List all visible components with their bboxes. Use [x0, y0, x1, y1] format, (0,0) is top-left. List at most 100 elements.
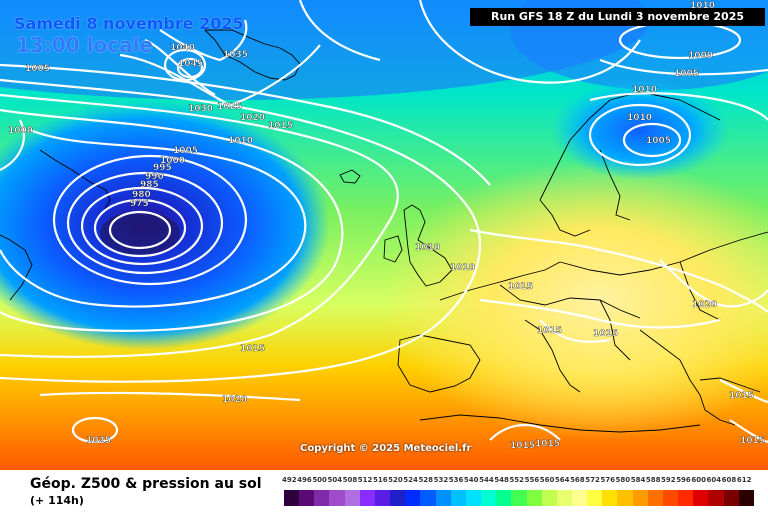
- scale-swatch: [526, 490, 542, 506]
- country-border-3: [599, 299, 631, 361]
- isobar-1010-north: [589, 92, 768, 121]
- map-canvas: 1040 1045 1035 1030 1025 1020 1015 1010 …: [0, 0, 768, 470]
- isobar-label: 1010: [632, 85, 657, 95]
- isobar-label: 980: [132, 190, 151, 200]
- north-africa-coast: [419, 414, 701, 433]
- isobar-label: 1000: [8, 126, 33, 136]
- scale-tick-label: 552: [509, 476, 525, 484]
- isobar-label: 1015: [740, 436, 765, 446]
- isobar-label: 1010: [228, 136, 253, 146]
- iceland: [339, 169, 361, 184]
- isobar-975: [108, 210, 172, 250]
- baltic-coast: [599, 149, 631, 221]
- scale-tick-label: 496: [297, 476, 312, 484]
- scale-tick-label: 588: [645, 476, 661, 484]
- copyright: Copyright © 2025 Meteociel.fr: [300, 443, 472, 454]
- weather-map: 1040 1045 1035 1030 1025 1020 1015 1010 …: [0, 0, 768, 470]
- scandinavia-low-field: [550, 80, 730, 180]
- italy: [524, 319, 581, 393]
- black-sea-coast: [699, 377, 761, 393]
- scale-tick-label: 520: [388, 476, 403, 484]
- scale-swatch: [678, 490, 694, 506]
- isobar-995: [52, 154, 248, 286]
- scale-swatch: [450, 490, 466, 506]
- scale-tick-label: 532: [433, 476, 449, 484]
- isobar-label: 985: [140, 180, 159, 190]
- isobar-label: 1030: [188, 104, 213, 114]
- scale-swatch: [299, 490, 315, 506]
- scale-swatch: [632, 490, 648, 506]
- isobar-north-2: [298, 0, 381, 62]
- greenland: [203, 29, 301, 81]
- anatolia-coast: [699, 394, 736, 426]
- isobar-1025: [119, 44, 321, 107]
- scale-swatch: [723, 490, 739, 506]
- scale-tick-label: 548: [494, 476, 509, 484]
- isobar-labels: 1040 1045 1035 1030 1025 1020 1015 1010 …: [8, 1, 765, 451]
- isobar-1010-scandinavia: [588, 103, 692, 167]
- isobar-label: 1015: [240, 344, 265, 354]
- scale-tick-label: 612: [736, 476, 752, 484]
- scale-bar: [284, 490, 754, 506]
- isobar-label: 1025: [217, 102, 242, 112]
- isobar-label: 1020: [692, 300, 717, 310]
- isobar-label: 1025: [86, 436, 111, 446]
- scale-swatch: [465, 490, 482, 506]
- isobar-label: 1020: [222, 395, 247, 405]
- isobar-label: 1015: [729, 391, 754, 401]
- isobar-1015-europe-2: [479, 298, 721, 329]
- scale-tick-label: 580: [615, 476, 631, 484]
- iberia: [397, 334, 481, 393]
- isobar-label: 1040: [170, 43, 195, 53]
- isobar-1020-south: [39, 391, 301, 402]
- isobar-1025-atlantic: [71, 416, 119, 444]
- isobar-label: 1015: [593, 329, 618, 339]
- baffin-coast: [39, 149, 111, 215]
- isobar-label: 990: [145, 172, 164, 182]
- scale-swatch: [571, 490, 588, 506]
- ireland: [383, 235, 403, 263]
- legend-panel: Géop. Z500 & pression au sol (+ 114h) 49…: [0, 470, 768, 512]
- coastlines: [0, 29, 768, 433]
- scale-tick-label: 544: [479, 476, 494, 484]
- scale-swatch: [496, 490, 512, 506]
- scale-tick-label: 572: [585, 476, 600, 484]
- scale-swatch: [420, 490, 436, 506]
- isobar-label: 1010: [690, 1, 715, 11]
- scale-tick-label: 576: [600, 476, 615, 484]
- color-scale: 492 496 500 504 508 512 516 520 524 528 532 536 540 5…: [282, 476, 754, 510]
- scale-swatch: [405, 490, 421, 506]
- scale-swatch: [284, 490, 300, 506]
- great-britain: [403, 204, 453, 287]
- isobar-1015-alps: [539, 319, 611, 343]
- scale-tick-label: 608: [721, 476, 737, 484]
- scale-swatch: [587, 490, 603, 506]
- isobar-1045: [176, 57, 204, 79]
- isobar-label: 1010: [450, 263, 475, 273]
- isobar-1020: [0, 63, 491, 186]
- scale-tick-label: 584: [630, 476, 646, 484]
- scale-swatch: [481, 490, 497, 506]
- isobar-label: 1005: [646, 136, 671, 146]
- isobar-label: 1015: [510, 441, 535, 451]
- isobar-label: 1005: [25, 64, 50, 74]
- scale-tick-label: 604: [706, 476, 722, 484]
- legend-title: Géop. Z500 & pression au sol: [30, 476, 262, 492]
- isobar-1005: [0, 108, 344, 333]
- isobar-label: 1000: [688, 51, 713, 61]
- isobar-1020-east: [659, 259, 768, 308]
- scale-swatch: [374, 490, 391, 506]
- isobar-985: [80, 186, 204, 266]
- country-border-4: [679, 261, 721, 321]
- isobar-label: 1005: [674, 69, 699, 79]
- scale-tick-label: 600: [691, 476, 706, 484]
- isobar-1005-scandinavia: [622, 122, 682, 158]
- run-info: Run GFS 18 Z du Lundi 3 novembre 2025: [470, 8, 765, 26]
- isobar-label: 1000: [160, 156, 185, 166]
- isobar-1015-east-2: [729, 419, 768, 444]
- isobar-label: 1015: [268, 121, 293, 131]
- scale-tick-label: 556: [524, 476, 540, 484]
- scale-swatch: [647, 490, 663, 506]
- scale-swatch: [344, 490, 360, 506]
- isobar-1000: [0, 128, 307, 308]
